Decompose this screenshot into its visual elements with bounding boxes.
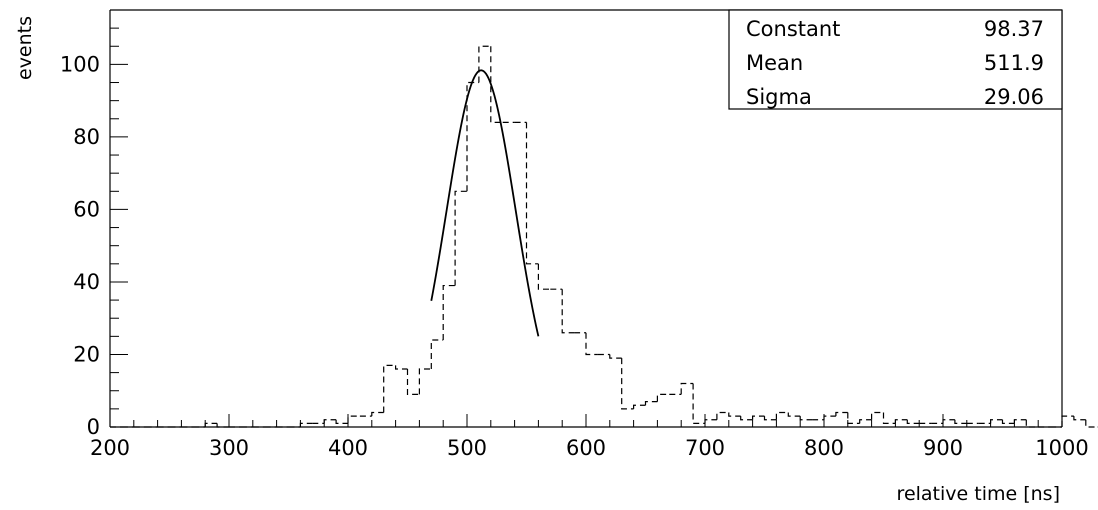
histogram-bin <box>1013 419 1027 424</box>
histogram-bin <box>763 416 777 421</box>
histogram-bin <box>561 289 575 334</box>
x-axis-label: relative time [ns] <box>897 483 1060 505</box>
stat-name: Sigma <box>746 85 812 109</box>
y-axis-label: events <box>14 16 36 80</box>
histogram-bin <box>847 412 860 424</box>
histogram-bin <box>692 383 705 424</box>
histogram-bin <box>1073 416 1086 421</box>
histogram-bin <box>633 404 646 409</box>
x-axis-ticks: 200 300 400 500 600 700 800 900 1000 <box>90 414 1089 460</box>
histogram-bin <box>859 419 872 424</box>
histogram-bin <box>775 411 789 420</box>
histogram-series <box>110 45 1098 428</box>
histogram-bin <box>1085 419 1098 428</box>
histogram-bin <box>954 419 967 424</box>
histogram-bin <box>204 422 218 427</box>
stat-name: Mean <box>746 51 803 75</box>
fit-stats-box: Constant 98.37 Mean 511.9 Sigma 29.06 <box>728 9 1063 110</box>
stat-name: Constant <box>746 17 840 41</box>
x-tick-label: 500 <box>447 436 487 460</box>
y-tick-label: 40 <box>73 270 100 294</box>
histogram-bin <box>799 416 813 421</box>
histogram-bin <box>585 332 598 356</box>
x-tick-label: 600 <box>566 436 606 460</box>
histogram-bin <box>704 419 717 424</box>
histogram-bin <box>644 401 658 406</box>
histogram-bin <box>335 419 348 424</box>
y-tick-label: 20 <box>73 342 100 366</box>
y-tick-label: 0 <box>87 415 100 439</box>
y-tick-label: 80 <box>73 125 100 149</box>
gaussian-fit-curve <box>430 69 540 337</box>
histogram-bin <box>942 419 955 424</box>
gaussian-fit-series <box>430 69 540 337</box>
x-tick-label: 300 <box>209 436 249 460</box>
histogram-bin <box>894 419 908 424</box>
x-tick-label: 700 <box>685 436 725 460</box>
histogram-bin <box>216 423 229 428</box>
histogram-bin <box>906 419 920 424</box>
histogram-bin <box>823 415 836 420</box>
histogram-bin <box>740 416 753 421</box>
y-tick-label: 60 <box>73 197 100 221</box>
histogram-bin <box>430 339 444 369</box>
stat-value: 98.37 <box>984 17 1044 41</box>
histogram-bin <box>621 358 634 410</box>
histogram-bin <box>418 368 432 395</box>
histogram-bin <box>406 368 420 395</box>
histogram-bin <box>442 284 456 340</box>
histogram-bin <box>1061 415 1074 427</box>
histogram-bin <box>371 411 384 417</box>
histogram-bin <box>537 263 551 290</box>
x-tick-label: 900 <box>923 436 963 460</box>
histogram-bin <box>525 122 539 265</box>
histogram-bin <box>1025 419 1039 428</box>
histogram-bin <box>395 365 408 370</box>
y-tick-label: 100 <box>60 52 100 76</box>
stats-box-border <box>728 9 1063 110</box>
histogram-bin <box>323 419 337 424</box>
stat-value: 29.06 <box>984 85 1044 109</box>
histogram-bin <box>609 354 622 359</box>
histogram-bin <box>656 393 670 402</box>
x-tick-label: 400 <box>328 436 368 460</box>
histogram-bin <box>299 422 313 427</box>
histogram-bin <box>454 190 467 286</box>
x-tick-label: 200 <box>90 436 130 460</box>
histogram-bin <box>490 46 503 124</box>
histogram-bin <box>383 364 396 413</box>
histogram-bin <box>716 411 729 420</box>
histogram-bin <box>680 382 694 395</box>
histogram-bin <box>835 411 848 417</box>
histogram-bin <box>347 415 360 424</box>
y-axis-ticks: 0 20 40 60 80 100 <box>60 9 128 439</box>
histogram-bin <box>882 412 896 424</box>
histogram-bin <box>728 412 741 417</box>
histogram-bin <box>871 411 884 420</box>
x-tick-label: 800 <box>804 436 844 460</box>
histogram-bin <box>466 81 479 192</box>
x-tick-label: 1000 <box>1035 436 1088 460</box>
histogram-bin <box>990 419 1003 424</box>
histogram-bin <box>787 412 801 417</box>
histogram-bin <box>478 45 491 83</box>
histogram-bin <box>752 415 765 420</box>
stat-value: 511.9 <box>984 51 1044 75</box>
histogram-bin <box>1001 419 1015 424</box>
